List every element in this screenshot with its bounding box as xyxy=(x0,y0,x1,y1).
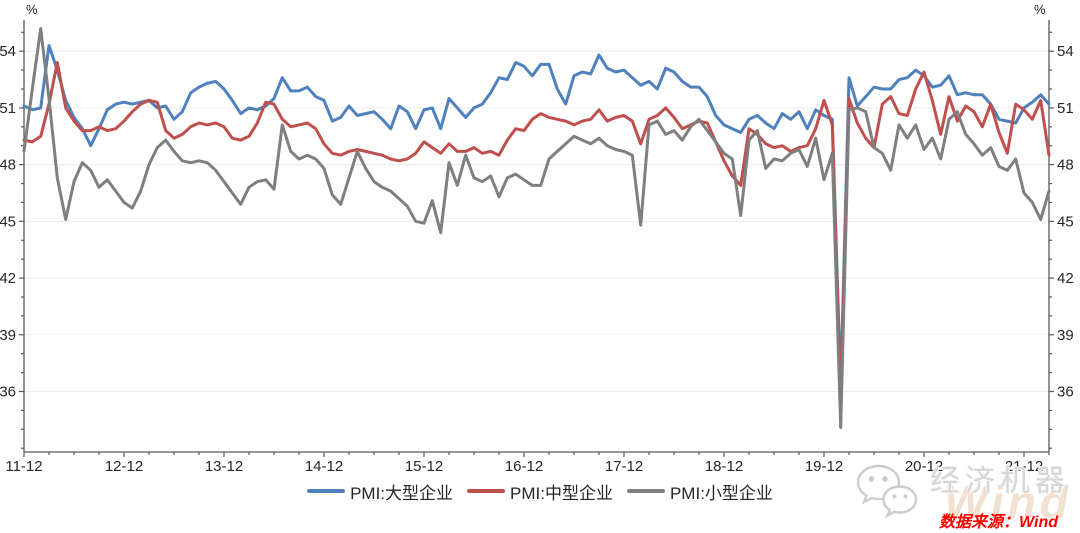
legend-swatch-small xyxy=(626,489,665,493)
legend: PMI:大型企业 PMI:中型企业 PMI:小型企业 xyxy=(0,479,1080,504)
x-tick-label: 12-12 xyxy=(105,458,143,475)
y-tick-label: 39 xyxy=(0,327,16,344)
y-tick-label: 51 xyxy=(0,100,16,117)
data-source-label: 数据来源：Wind xyxy=(939,514,1058,531)
y-tick-label: 39 xyxy=(1057,327,1074,344)
series-line-medium xyxy=(22,61,1051,403)
legend-item-large: PMI:大型企业 xyxy=(307,479,453,504)
legend-item-medium: PMI:中型企业 xyxy=(467,479,613,504)
x-tick-label: 14-12 xyxy=(305,458,343,475)
y-tick-label: 48 xyxy=(1057,157,1074,174)
y-axis-unit-right: % xyxy=(1034,2,1046,17)
legend-label-medium: PMI:中型企业 xyxy=(510,483,613,503)
series-line-small xyxy=(22,27,1051,429)
y-tick-label: 48 xyxy=(0,157,16,174)
x-tick-label: 21-12 xyxy=(1005,458,1043,475)
y-tick-label: 42 xyxy=(0,270,16,287)
legend-label-small: PMI:小型企业 xyxy=(669,483,773,503)
legend-label-large: PMI:大型企业 xyxy=(350,483,454,503)
x-tick-label: 17-12 xyxy=(605,458,643,475)
x-tick-label: 13-12 xyxy=(205,458,243,475)
x-tick-label: 19-12 xyxy=(805,458,843,475)
y-tick-label: 36 xyxy=(1057,384,1074,401)
legend-swatch-medium xyxy=(467,489,506,493)
y-tick-label: 45 xyxy=(1057,213,1074,230)
y-tick-label: 42 xyxy=(1057,270,1074,287)
y-tick-label: 51 xyxy=(1057,100,1074,117)
y-tick-label: 54 xyxy=(0,43,16,60)
x-tick-label: 18-12 xyxy=(705,458,743,475)
series-line-large xyxy=(22,44,1051,388)
y-axis-unit-left: % xyxy=(26,2,38,17)
y-tick-label: 45 xyxy=(0,213,16,230)
x-tick-label: 16-12 xyxy=(505,458,543,475)
y-tick-label: 54 xyxy=(1057,43,1074,60)
x-tick-label: 15-12 xyxy=(405,458,443,475)
legend-swatch-large xyxy=(307,489,346,493)
legend-item-small: PMI:小型企业 xyxy=(626,479,773,504)
y-tick-label: 36 xyxy=(0,384,16,401)
x-tick-label: 20-12 xyxy=(905,458,943,475)
x-tick-label: 11-12 xyxy=(5,458,42,475)
